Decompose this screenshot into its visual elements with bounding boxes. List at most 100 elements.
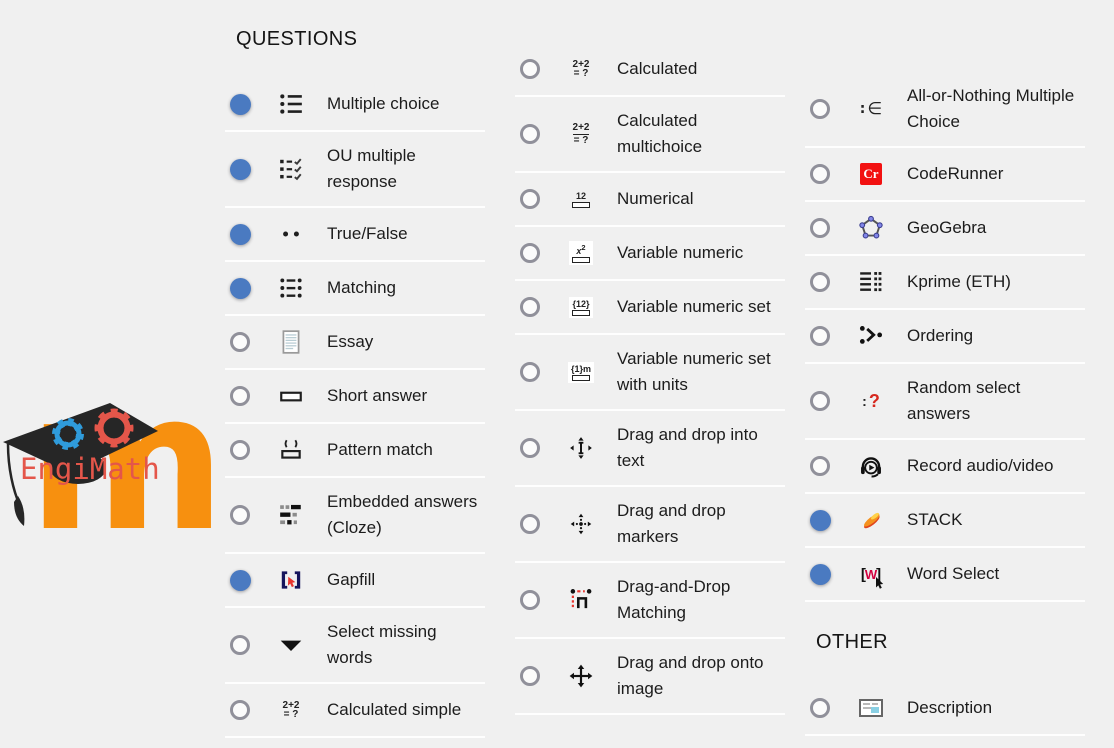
option-calculated-simple[interactable]: 2+2 = ? Calculated simple: [225, 684, 485, 738]
option-multiple-choice[interactable]: Multiple choice: [225, 78, 485, 132]
option-essay[interactable]: Essay: [225, 316, 485, 370]
option-numerical[interactable]: 12 Numerical: [515, 173, 785, 227]
calculated-multichoice-icon: 2+2 = ?: [572, 122, 590, 146]
ou-multiple-response-icon: [271, 156, 311, 182]
option-pattern-match[interactable]: Pattern match: [225, 424, 485, 478]
radio-button-unselected[interactable]: [520, 590, 540, 610]
gear-icon-blue: [52, 418, 84, 450]
option-label: Gapfill: [327, 570, 376, 589]
option-label: Drag and drop into text: [617, 425, 758, 470]
radio-button-unselected[interactable]: [520, 362, 540, 382]
option-coderunner[interactable]: Cr CodeRunner: [805, 148, 1085, 202]
option-label: All-or-Nothing Multiple Choice: [907, 86, 1075, 131]
record-av-icon: [851, 453, 891, 479]
radio-button-selected[interactable]: [230, 223, 251, 245]
option-label: Calculated simple: [327, 700, 462, 719]
all-or-nothing-icon: : ∈: [859, 99, 883, 119]
short-answer-icon: [271, 383, 311, 409]
option-embedded-answers-cloze[interactable]: Embedded answers (Cloze): [225, 478, 485, 554]
drag-drop-text-icon: [561, 435, 601, 461]
option-label: Variable numeric: [617, 243, 744, 262]
radio-button-selected[interactable]: [810, 509, 831, 531]
option-calculated[interactable]: 2+2 = ? Calculated: [515, 43, 785, 97]
option-variable-numeric-set[interactable]: {12} Variable numeric set: [515, 281, 785, 335]
radio-button-unselected[interactable]: [230, 440, 250, 460]
pattern-match-icon: [271, 437, 311, 463]
radio-button-unselected[interactable]: [520, 189, 540, 209]
option-label: Variable numeric set with units: [617, 349, 771, 394]
radio-button-unselected[interactable]: [810, 391, 830, 411]
radio-button-unselected[interactable]: [230, 700, 250, 720]
option-variable-numeric[interactable]: x2 Variable numeric: [515, 227, 785, 281]
option-calculated-multichoice[interactable]: 2+2 = ? Calculated multichoice: [515, 97, 785, 173]
geogebra-icon: [851, 215, 891, 241]
option-description[interactable]: Description: [805, 682, 1085, 736]
option-label: STACK: [907, 510, 963, 529]
option-variable-numeric-set-with-units[interactable]: {1}m Variable numeric set with units: [515, 335, 785, 411]
stack-icon: [851, 507, 891, 533]
option-drag-and-drop-matching[interactable]: Drag-and-Drop Matching: [515, 563, 785, 639]
ordering-icon: [851, 323, 891, 349]
option-label: OU multiple response: [327, 146, 416, 191]
drag-drop-markers-icon: [561, 511, 601, 537]
radio-button-unselected[interactable]: [810, 272, 830, 292]
radio-button-unselected[interactable]: [230, 386, 250, 406]
radio-button-unselected[interactable]: [810, 456, 830, 476]
radio-button-unselected[interactable]: [520, 124, 540, 144]
calculated-icon: 2+2 = ?: [572, 58, 590, 79]
radio-button-unselected[interactable]: [520, 297, 540, 317]
question-column-3: : ∈ All-or-Nothing Multiple Choice Cr Cod…: [805, 72, 1085, 736]
gear-icon-red: [94, 408, 134, 448]
variable-numeric-set-icon: {12}: [561, 296, 601, 318]
option-record-audio-video[interactable]: Record audio/video: [805, 440, 1085, 494]
option-label: Description: [907, 698, 993, 717]
radio-button-unselected[interactable]: [520, 438, 540, 458]
radio-button-unselected[interactable]: [810, 218, 830, 238]
option-label: Embedded answers (Cloze): [327, 492, 478, 537]
radio-button-selected[interactable]: [230, 569, 251, 591]
multiple-choice-icon: [271, 91, 311, 117]
option-short-answer[interactable]: Short answer: [225, 370, 485, 424]
question-column-1: Multiple choice OU multiple response Tru…: [225, 78, 485, 738]
radio-button-unselected[interactable]: [810, 326, 830, 346]
radio-button-unselected[interactable]: [810, 164, 830, 184]
radio-button-unselected[interactable]: [520, 514, 540, 534]
option-label: Matching: [327, 278, 396, 297]
option-select-missing-words[interactable]: Select missing words: [225, 608, 485, 684]
radio-button-selected[interactable]: [810, 563, 831, 585]
option-label: GeoGebra: [907, 218, 987, 237]
radio-button-unselected[interactable]: [810, 99, 830, 119]
cloze-icon: [271, 502, 311, 528]
option-true-false[interactable]: True/False: [225, 208, 485, 262]
radio-button-unselected[interactable]: [520, 59, 540, 79]
radio-button-unselected[interactable]: [520, 243, 540, 263]
kprime-icon: [851, 269, 891, 295]
option-geogebra[interactable]: GeoGebra: [805, 202, 1085, 256]
radio-button-selected[interactable]: [230, 158, 251, 180]
radio-button-unselected[interactable]: [810, 698, 830, 718]
option-gapfill[interactable]: Gapfill: [225, 554, 485, 608]
option-drag-and-drop-onto-image[interactable]: Drag and drop onto image: [515, 639, 785, 715]
radio-button-unselected[interactable]: [520, 666, 540, 686]
option-drag-and-drop-into-text[interactable]: Drag and drop into text: [515, 411, 785, 487]
option-ou-multiple-response[interactable]: OU multiple response: [225, 132, 485, 208]
radio-button-selected[interactable]: [230, 93, 251, 115]
radio-button-selected[interactable]: [230, 277, 251, 299]
option-ordering[interactable]: Ordering: [805, 310, 1085, 364]
radio-button-unselected[interactable]: [230, 332, 250, 352]
option-random-select-answers[interactable]: :? Random select answers: [805, 364, 1085, 440]
radio-button-unselected[interactable]: [230, 635, 250, 655]
option-word-select[interactable]: [W] Word Select: [805, 548, 1085, 602]
option-kprime-eth[interactable]: Kprime (ETH): [805, 256, 1085, 310]
option-label: Record audio/video: [907, 456, 1054, 475]
option-label: CodeRunner: [907, 164, 1004, 183]
option-all-or-nothing-multiple-choice[interactable]: : ∈ All-or-Nothing Multiple Choice: [805, 72, 1085, 148]
radio-button-unselected[interactable]: [230, 505, 250, 525]
option-label: Pattern match: [327, 440, 433, 459]
option-matching[interactable]: Matching: [225, 262, 485, 316]
option-drag-and-drop-markers[interactable]: Drag and drop markers: [515, 487, 785, 563]
option-label: Select missing words: [327, 622, 437, 667]
option-stack[interactable]: STACK: [805, 494, 1085, 548]
engimath-wordmark: EngiMath: [20, 452, 160, 486]
option-label: Short answer: [327, 386, 428, 405]
